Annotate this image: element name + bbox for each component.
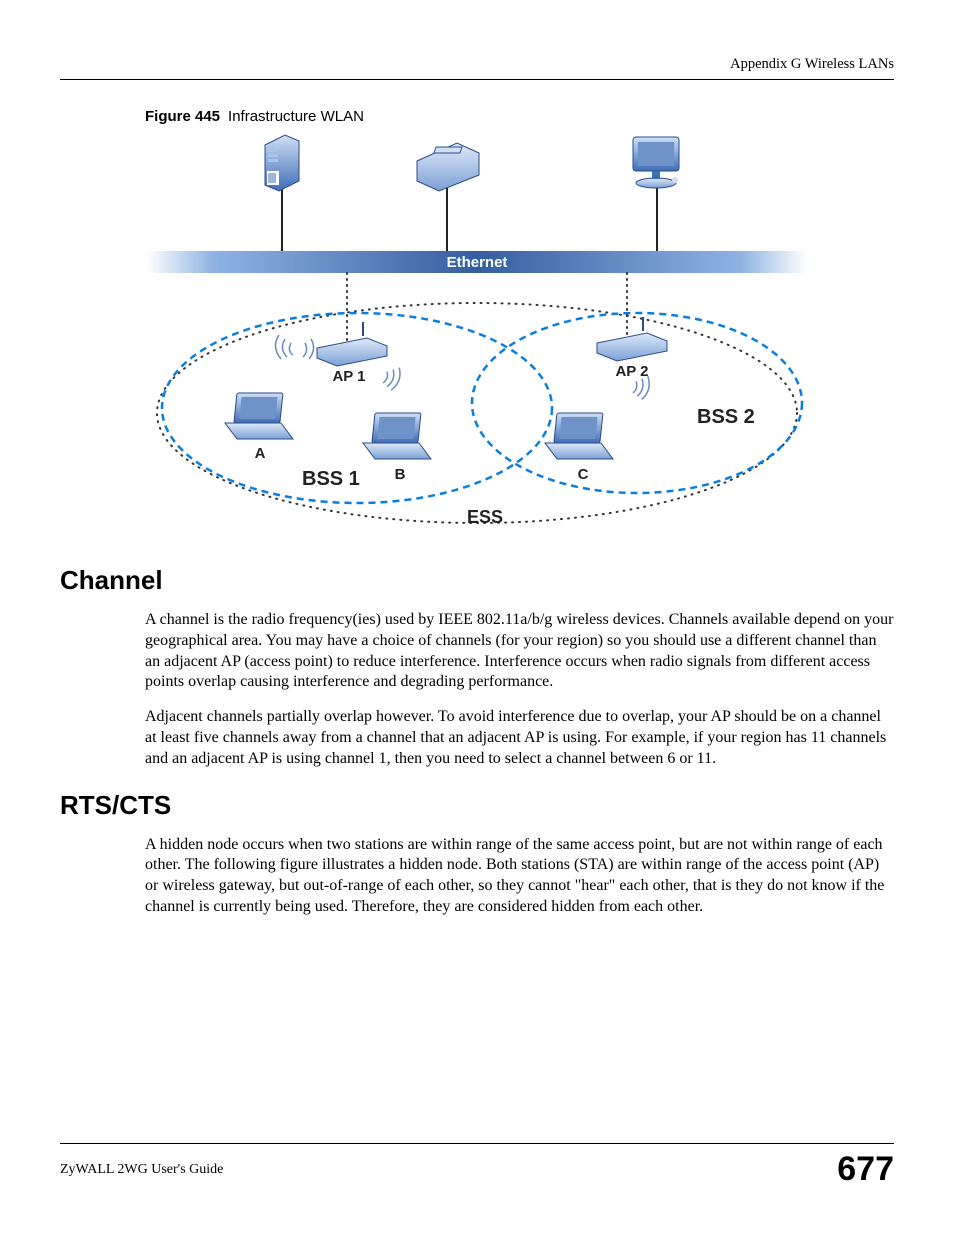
page-number: 677 (837, 1150, 894, 1189)
channel-para-2: Adjacent channels partially overlap howe… (145, 707, 894, 769)
svg-text:Ethernet: Ethernet (447, 254, 508, 271)
channel-para-1: A channel is the radio frequency(ies) us… (145, 610, 894, 693)
section-heading-rtscts: RTS/CTS (60, 790, 894, 821)
svg-text:AP 2: AP 2 (615, 363, 648, 380)
svg-text:C: C (578, 466, 589, 483)
figure-number: Figure 445 (145, 108, 220, 125)
svg-text:B: B (395, 466, 406, 483)
figure-diagram: Ethernet (60, 133, 894, 533)
svg-text:AP 1: AP 1 (332, 368, 365, 385)
figure-label: Figure 445 Infrastructure WLAN (145, 108, 894, 125)
footer-guide: ZyWALL 2WG User's Guide (60, 1162, 223, 1178)
svg-text:A: A (255, 445, 266, 462)
section-heading-channel: Channel (60, 565, 894, 596)
footer: ZyWALL 2WG User's Guide 677 (60, 1143, 894, 1189)
svg-text:BSS 2: BSS 2 (697, 406, 755, 428)
svg-text:BSS 1: BSS 1 (302, 468, 360, 490)
header-appendix: Appendix G Wireless LANs (60, 56, 894, 73)
figure-caption: Infrastructure WLAN (228, 108, 364, 125)
svg-text:ESS: ESS (467, 507, 503, 527)
header-rule (60, 79, 894, 80)
rtscts-para-1: A hidden node occurs when two stations a… (145, 835, 894, 918)
